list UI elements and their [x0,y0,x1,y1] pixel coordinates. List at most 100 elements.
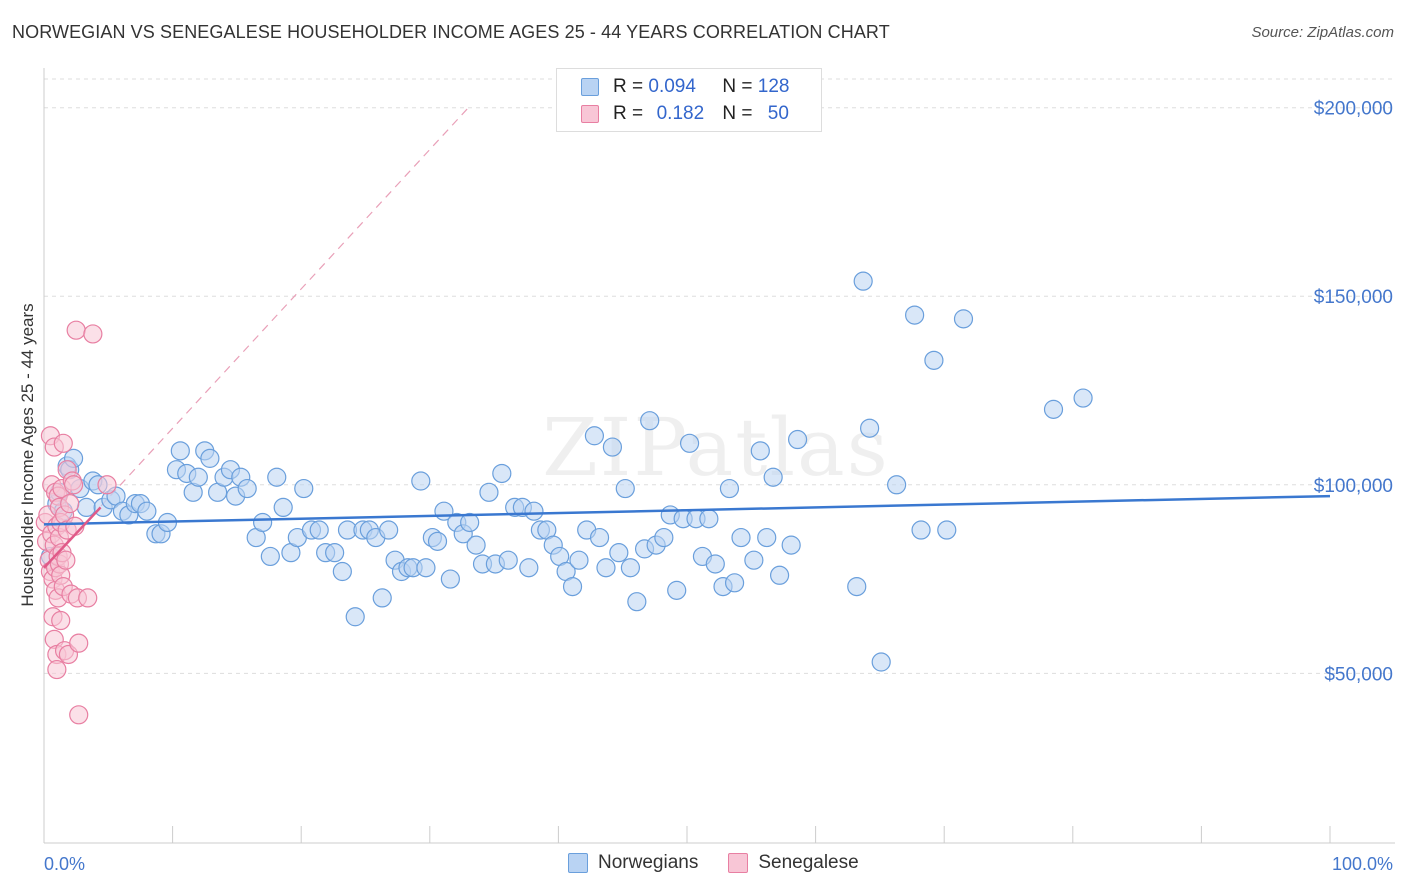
point-norwegians [609,543,629,563]
legend-swatch-norwegians [581,78,599,96]
legend-swatch-norwegians [568,853,588,873]
point-norwegians [569,550,589,570]
point-norwegians [750,441,770,461]
point-norwegians [763,467,783,487]
point-norwegians [345,607,365,627]
point-norwegians [372,588,392,608]
point-norwegians [744,550,764,570]
point-norwegians [757,527,777,548]
point-senegalese [60,494,80,514]
point-senegalese [66,320,86,340]
x-tick-label: 0.0% [44,854,85,874]
point-norwegians [188,467,208,487]
point-norwegians [787,429,808,450]
point-senegalese [63,475,84,495]
point-norwegians [237,478,257,499]
point-norwegians [719,478,740,499]
y-tick-label: $150,000 [1314,287,1393,308]
point-norwegians [1073,388,1093,408]
point-norwegians [615,478,635,499]
trend-lines [43,494,1331,569]
series-legend-label: Norwegians [598,852,699,873]
axes [43,68,1395,844]
point-norwegians [589,527,610,548]
data-points [35,271,1093,725]
point-norwegians [466,535,486,555]
point-norwegians [427,531,448,551]
legend-row-norwegians: R = 0.094 N = 128 [581,74,789,100]
point-senegalese [53,433,73,453]
legend-r-value: 0.094 [648,76,696,97]
point-norwegians [724,573,745,593]
tick-labels: $50,000 $100,000 $150,000 $200,000 0.0% 100.0… [44,99,1393,874]
point-norwegians [627,592,647,612]
point-norwegians [498,550,518,570]
series-legend-senegalese[interactable]: Senegalese [728,852,859,874]
point-norwegians [602,437,623,457]
y-tick-label: $50,000 [1324,664,1393,685]
point-norwegians [76,497,97,518]
source-attribution: Source: ZipAtlas.com [1251,24,1394,41]
point-norwegians [411,471,431,491]
point-norwegians [325,543,345,563]
point-norwegians [620,558,641,578]
legend-r-value: 0.182 [656,103,705,124]
point-senegalese [97,475,117,495]
point-norwegians [260,546,280,567]
point-norwegians [309,520,329,540]
legend-n-label: N = [722,76,758,97]
point-norwegians [924,350,944,370]
legend-n-value: 50 [767,103,789,124]
legend-swatch-senegalese [581,105,599,123]
point-norwegians [887,475,907,495]
point-senegalese [65,516,85,536]
legend-r-label: R = [613,76,649,97]
point-norwegians [562,576,583,597]
point-norwegians [200,448,220,468]
point-norwegians [492,463,512,484]
point-norwegians [953,309,974,329]
point-norwegians [524,501,544,521]
legend-n-value: 128 [757,76,790,97]
point-norwegians [416,558,436,578]
point-senegalese [56,550,76,570]
point-norwegians [460,512,480,533]
point-senegalese [51,610,71,631]
point-norwegians [137,501,157,521]
point-senegalese [47,659,67,680]
y-axis-label: Householder Income Ages 25 - 44 years [18,303,37,606]
point-norwegians [253,512,273,533]
point-senegalese [78,588,98,608]
point-senegalese [69,705,89,725]
point-senegalese [69,633,89,653]
point-norwegians [911,520,931,540]
point-norwegians [170,441,190,461]
point-norwegians [294,478,314,499]
point-norwegians [705,554,725,574]
point-norwegians [905,305,925,325]
point-norwegians [440,569,460,589]
point-norwegians [519,558,539,578]
trend-line-senegalese [43,506,102,569]
watermark: ZIPatlas [542,401,890,494]
legend-n-label: N = [722,103,758,124]
point-norwegians [667,580,687,600]
point-norwegians [273,497,293,518]
point-norwegians [267,467,287,487]
point-norwegians [847,576,867,597]
series-legend-label: Senegalese [758,852,859,873]
point-norwegians [731,527,751,548]
y-tick-label: $100,000 [1314,476,1393,497]
series-legend-norwegians[interactable]: Norwegians [568,852,698,874]
point-norwegians [781,535,801,555]
point-norwegians [871,652,891,672]
point-norwegians [699,509,719,529]
legend-r-label: R = [613,103,649,124]
point-norwegians [479,482,499,502]
series-legend: Norwegians Senegalese [568,852,889,874]
point-norwegians [654,527,674,548]
point-norwegians [596,558,616,578]
trend-line-norwegians [43,494,1331,526]
point-norwegians [769,565,790,585]
